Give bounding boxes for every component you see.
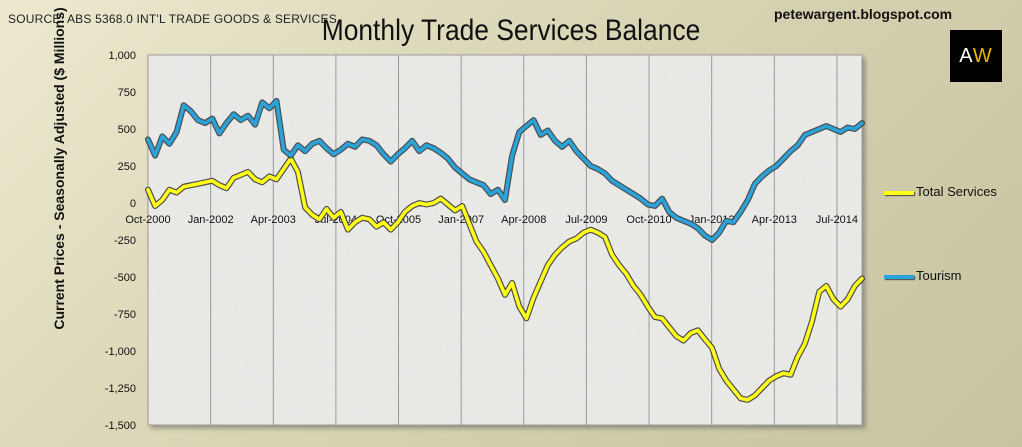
y-tick-label: -750 xyxy=(114,309,136,321)
series-lines xyxy=(145,97,865,403)
y-tick-label: -1,500 xyxy=(105,420,136,432)
x-tick-label: Oct-2010 xyxy=(626,214,671,226)
legend-label: Tourism xyxy=(916,268,962,283)
chart-title: Monthly Trade Services Balance xyxy=(321,14,701,47)
y-tick-label: 0 xyxy=(130,198,136,210)
legend-label: Total Services xyxy=(916,184,997,199)
blog-url: petewargent.blogspot.com xyxy=(774,6,953,22)
x-tick-label: Jan-2002 xyxy=(188,214,234,226)
y-axis-ticks: 1,000 750 500 250 0 -250 -500 -750 -1,000 -1,250 -… xyxy=(105,50,136,432)
logo-letter-a: A xyxy=(959,45,973,67)
plot-texture xyxy=(148,55,862,425)
source-note: SOURCE: ABS 5368.0 INT'L TRADE GOODS & S… xyxy=(8,12,337,26)
plot-area xyxy=(147,54,863,426)
y-tick-label: 250 xyxy=(118,161,136,173)
x-tick-label: Apr-2008 xyxy=(501,214,546,226)
x-tick-label: Jul-2014 xyxy=(816,214,858,226)
x-tick-label: Apr-2013 xyxy=(752,214,797,226)
logo-letter-w: W xyxy=(972,45,993,67)
y-tick-label: -250 xyxy=(114,235,136,247)
y-tick-label: -1,000 xyxy=(105,346,136,358)
x-axis-ticks: Oct-2000 Jan-2002 Apr-2003 Jul-2004 Oct-2005… xyxy=(125,214,858,226)
legend-swatch xyxy=(884,191,914,195)
total-services-line xyxy=(146,156,864,402)
tourism-line xyxy=(146,99,864,242)
x-tick-label: Jul-2009 xyxy=(565,214,607,226)
y-tick-label: 500 xyxy=(118,124,136,136)
legend-swatch xyxy=(884,275,914,279)
y-tick-label: 750 xyxy=(118,87,136,99)
y-tick-label: 1,000 xyxy=(108,50,136,62)
aw-logo: AW xyxy=(950,30,1002,82)
x-tick-label: Oct-2000 xyxy=(125,214,170,226)
x-tick-label: Jan-2007 xyxy=(438,214,484,226)
y-tick-label: -1,250 xyxy=(105,383,136,395)
x-tick-label: Apr-2003 xyxy=(251,214,296,226)
y-tick-label: -500 xyxy=(114,272,136,284)
